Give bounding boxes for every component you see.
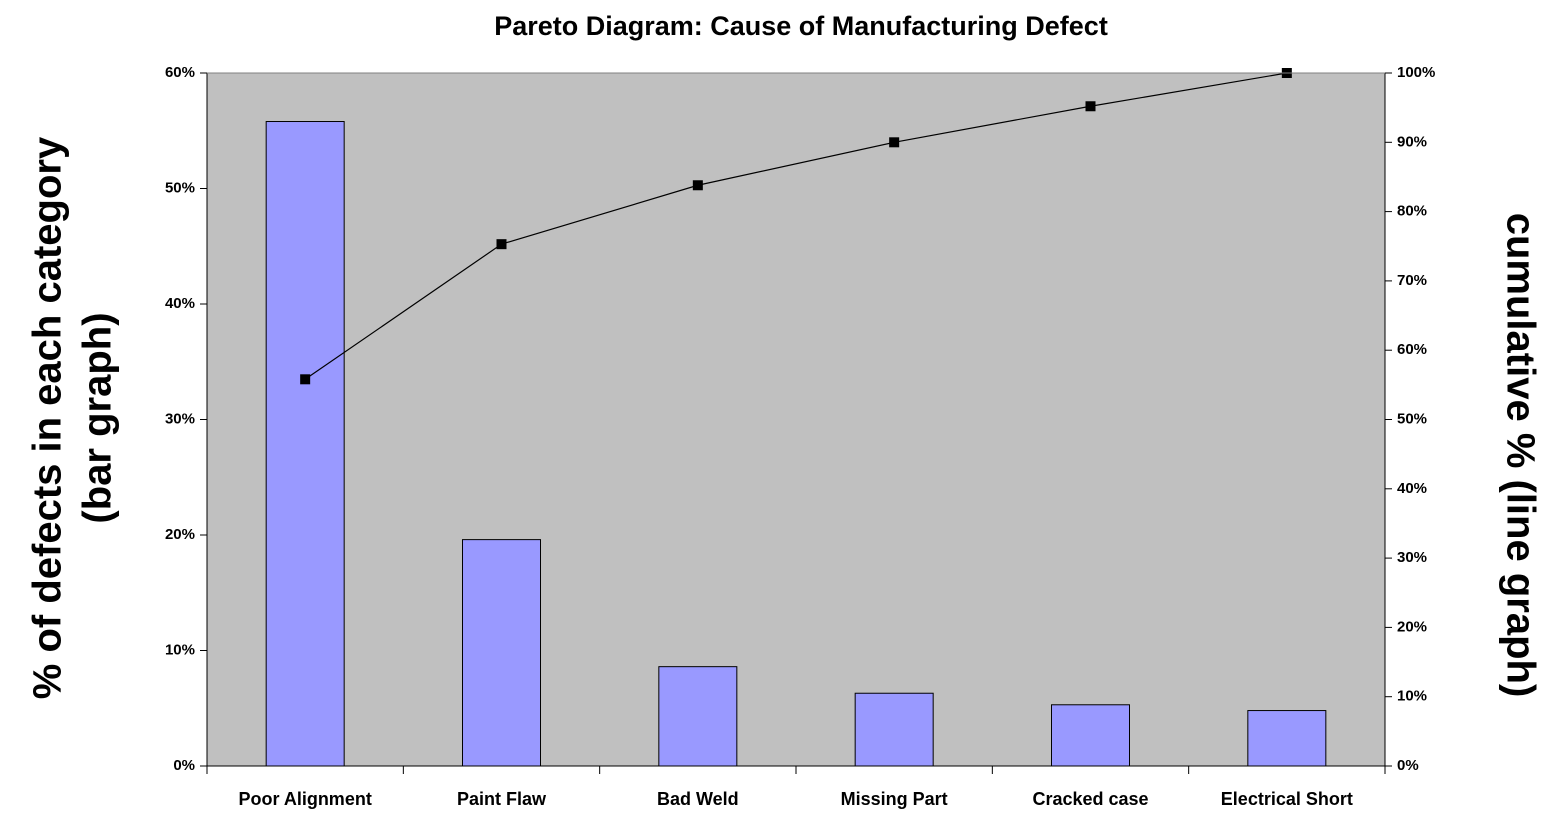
y-tick-label: 10% xyxy=(165,641,195,658)
x-tick-label: Paint Flaw xyxy=(457,789,547,809)
y-tick-label: 0% xyxy=(173,757,195,774)
y2-tick-label: 50% xyxy=(1397,410,1427,427)
y2-tick-label: 60% xyxy=(1397,341,1427,358)
y2-axis-label: cumulative % (line graph) xyxy=(1498,213,1542,698)
line xyxy=(304,72,1287,380)
bar xyxy=(462,539,541,767)
x-tick-label: Electrical Short xyxy=(1221,789,1353,809)
bar xyxy=(658,666,738,767)
y2-tick-label: 80% xyxy=(1397,203,1427,220)
y2-tick-label: 30% xyxy=(1397,549,1427,566)
y-tick-label: 50% xyxy=(165,179,195,196)
y2-tick-label: 90% xyxy=(1397,133,1427,150)
x-tick-label: Missing Part xyxy=(841,789,948,809)
x-tick-label: Bad Weld xyxy=(657,789,739,809)
x-tick-label: Cracked case xyxy=(1032,789,1148,809)
y-tick-label: 40% xyxy=(165,295,195,312)
y-tick-label: 60% xyxy=(165,64,195,81)
y2-tick-label: 0% xyxy=(1397,757,1419,774)
y-tick-label: 30% xyxy=(165,410,195,427)
marker xyxy=(889,137,900,148)
y2-tick-label: 100% xyxy=(1397,64,1435,81)
y-axis-label: % of defects in each category xyxy=(26,136,70,699)
marker xyxy=(300,374,311,385)
marker xyxy=(692,180,703,191)
y2-tick-label: 10% xyxy=(1397,688,1427,705)
y2-tick-label: 70% xyxy=(1397,272,1427,289)
plot-area xyxy=(207,73,1385,766)
y2-tick-label: 20% xyxy=(1397,618,1427,635)
marker xyxy=(1085,101,1096,112)
bar xyxy=(1247,710,1327,767)
marker xyxy=(496,239,507,250)
bar xyxy=(1051,704,1130,767)
y2-tick-label: 40% xyxy=(1397,480,1427,497)
y-tick-label: 20% xyxy=(165,526,195,543)
chart-title: Pareto Diagram: Cause of Manufacturing D… xyxy=(494,11,1108,41)
x-tick-label: Poor Alignment xyxy=(238,789,371,809)
bar xyxy=(265,121,345,767)
y-axis-label: (bar graph) xyxy=(76,312,120,523)
bar xyxy=(854,692,934,767)
